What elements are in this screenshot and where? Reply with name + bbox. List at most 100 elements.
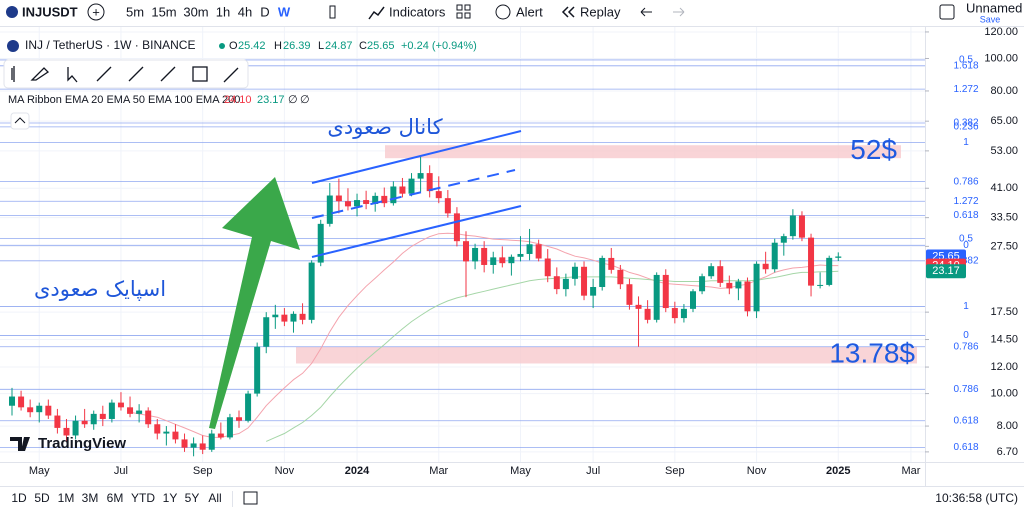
- candle-body: [435, 191, 442, 199]
- fib-label: 0.5: [959, 233, 973, 244]
- range-button[interactable]: 1D: [11, 491, 27, 505]
- interval[interactable]: 30m: [183, 4, 208, 19]
- y-tick-label: 10.00: [990, 388, 1018, 400]
- collapse-legend[interactable]: [10, 112, 30, 130]
- x-tick-label: Sep: [665, 465, 685, 477]
- replay-button[interactable]: Replay: [580, 4, 621, 19]
- candle-body: [490, 257, 497, 265]
- candle-body: [208, 433, 215, 450]
- range-button[interactable]: 1M: [58, 491, 75, 505]
- candle-body: [626, 284, 633, 305]
- candle-body: [72, 420, 79, 436]
- interval[interactable]: 4h: [238, 4, 252, 19]
- fib-label: 1.272: [953, 84, 978, 95]
- drag-handle[interactable]: [11, 66, 15, 82]
- candle-body: [617, 269, 624, 285]
- y-tick-label: 17.50: [990, 306, 1018, 318]
- range-button[interactable]: 5Y: [185, 491, 200, 505]
- candle-body: [236, 417, 242, 421]
- candle-body: [599, 257, 606, 288]
- candle-body: [499, 257, 506, 264]
- range-button[interactable]: 3M: [82, 491, 99, 505]
- ema-line: [265, 270, 839, 442]
- x-tick-label: 2024: [345, 465, 370, 477]
- spike-arrow: [209, 177, 300, 429]
- candle-body: [63, 427, 70, 436]
- candle-body: [562, 278, 569, 290]
- candle-body: [808, 237, 815, 286]
- interval[interactable]: 1h: [216, 4, 230, 19]
- candle-body: [390, 186, 397, 204]
- line-tool[interactable]: [128, 66, 144, 82]
- ray-tool[interactable]: [160, 66, 176, 82]
- y-tick-label: 12.00: [990, 361, 1018, 373]
- candle-body: [826, 257, 833, 285]
- legend-title: INJ / TetherUS · 1W · BINANCE: [25, 38, 195, 52]
- symbol[interactable]: INJUSDT: [22, 4, 78, 19]
- candle-body: [662, 274, 669, 309]
- fib-label: 0.5: [959, 55, 973, 66]
- candle-body: [798, 215, 805, 238]
- candle-body: [417, 173, 424, 179]
- channel-middle: [311, 169, 516, 219]
- interval[interactable]: 15m: [151, 4, 176, 19]
- range-button[interactable]: All: [208, 491, 221, 505]
- candle-body: [726, 282, 733, 289]
- candle-body: [18, 396, 25, 408]
- range-button[interactable]: 5D: [34, 491, 50, 505]
- range-button[interactable]: 1Y: [163, 491, 178, 505]
- candle-body: [163, 431, 170, 434]
- x-tick-label: Nov: [275, 465, 295, 477]
- indicators-button[interactable]: Indicators: [389, 4, 446, 19]
- y-tick-label: 14.50: [990, 333, 1018, 345]
- y-tick-label: 53.00: [990, 145, 1018, 157]
- candle-body: [81, 420, 88, 425]
- fib-label: 0.786: [953, 384, 978, 395]
- candle-body: [381, 195, 388, 204]
- price-tag-label: 23.17: [932, 265, 960, 277]
- fib-label: 0.618: [953, 210, 978, 221]
- cursor-tool[interactable]: [67, 67, 78, 83]
- save-button[interactable]: Save: [980, 14, 1001, 24]
- brush-tool[interactable]: [30, 67, 50, 81]
- collapse-icon: [14, 117, 26, 124]
- zone-label: 13.78$: [829, 337, 915, 368]
- range-button[interactable]: 6M: [107, 491, 124, 505]
- ohlc-value: 25.42: [238, 40, 266, 52]
- goto-date[interactable]: [243, 491, 258, 505]
- range-button[interactable]: YTD: [131, 491, 155, 505]
- pen-tool[interactable]: [223, 67, 239, 83]
- candle-body: [226, 417, 233, 438]
- shape-tool[interactable]: [192, 66, 208, 82]
- y-tick-label: 8.00: [997, 420, 1018, 432]
- fib-label: 1: [963, 137, 969, 148]
- candle-body: [744, 281, 751, 312]
- candle-body: [771, 242, 778, 270]
- interval[interactable]: 5m: [126, 4, 144, 19]
- candle-body: [372, 195, 379, 204]
- candle-body: [671, 308, 678, 319]
- fib-label: 1.272: [953, 196, 978, 207]
- y-tick-label: 120.00: [984, 26, 1018, 38]
- interval[interactable]: D: [260, 4, 269, 19]
- y-tick-label: 80.00: [990, 85, 1018, 97]
- channel-upper: [311, 130, 522, 184]
- candle-body: [172, 431, 179, 440]
- layout-name[interactable]: Unnamed: [966, 0, 1022, 15]
- candle-body: [644, 308, 651, 320]
- legend-logo: [7, 40, 19, 52]
- candle-body: [590, 287, 597, 296]
- plot-area: [0, 26, 925, 462]
- watermark-logo: [10, 437, 30, 451]
- chart-type-icon[interactable]: [329, 5, 336, 19]
- layout-checkbox[interactable]: [939, 4, 955, 20]
- add-symbol[interactable]: [87, 3, 105, 21]
- interval-active[interactable]: W: [278, 4, 291, 19]
- redo[interactable]: [673, 7, 685, 17]
- undo[interactable]: [640, 7, 652, 17]
- alert-button[interactable]: Alert: [516, 4, 543, 19]
- ohlc-value: 25.65: [367, 40, 395, 52]
- trend-tool[interactable]: [96, 66, 112, 82]
- indicator-value: 23.17: [257, 94, 285, 106]
- templates-icon[interactable]: [456, 4, 471, 19]
